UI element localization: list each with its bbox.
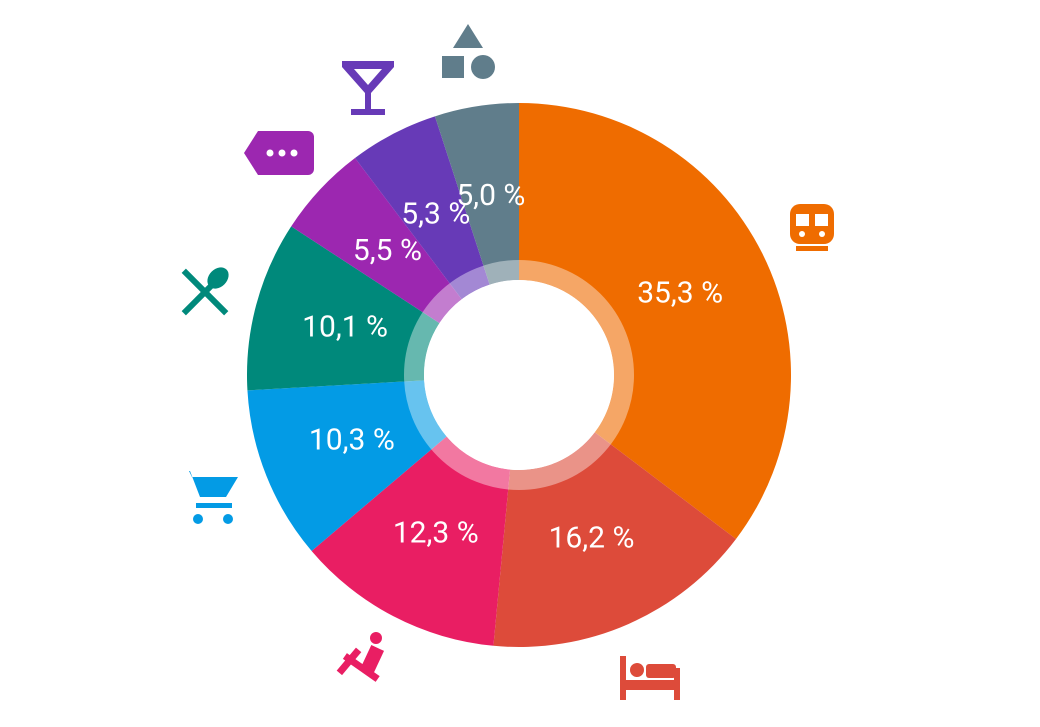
cocktail-icon xyxy=(342,61,394,115)
value-label: 35,3 % xyxy=(637,276,723,311)
value-label: 16,2 % xyxy=(549,521,635,556)
labels: 35,3 % 16,2 % 12,3 % 10,3 % 10,1 % 5,5 %5,3 %… xyxy=(302,178,723,556)
slice xyxy=(519,103,791,539)
value-label: 10,3 % xyxy=(309,423,395,458)
slice xyxy=(493,432,737,647)
cart-icon xyxy=(180,471,238,524)
person-icon xyxy=(336,632,385,682)
tag-icon xyxy=(244,131,314,175)
train-icon xyxy=(790,204,834,251)
food-icon xyxy=(181,267,229,316)
value-label: 5,5 % xyxy=(353,233,422,268)
slice xyxy=(311,436,511,646)
slices xyxy=(247,103,791,647)
inner-ring xyxy=(404,260,634,490)
value-label: 10,1 % xyxy=(302,310,388,345)
slice xyxy=(291,157,462,324)
value-label: 5,3 % xyxy=(401,196,470,231)
value-label: 12,3 % xyxy=(393,516,479,551)
bed-icon xyxy=(620,656,680,700)
shapes-icon xyxy=(442,24,495,79)
slice xyxy=(247,380,447,551)
value-label: 5,0 % xyxy=(456,178,525,213)
icons xyxy=(180,24,834,700)
donut-hole xyxy=(424,280,614,470)
slice xyxy=(247,226,440,391)
slice xyxy=(355,116,490,300)
slice xyxy=(434,103,519,285)
